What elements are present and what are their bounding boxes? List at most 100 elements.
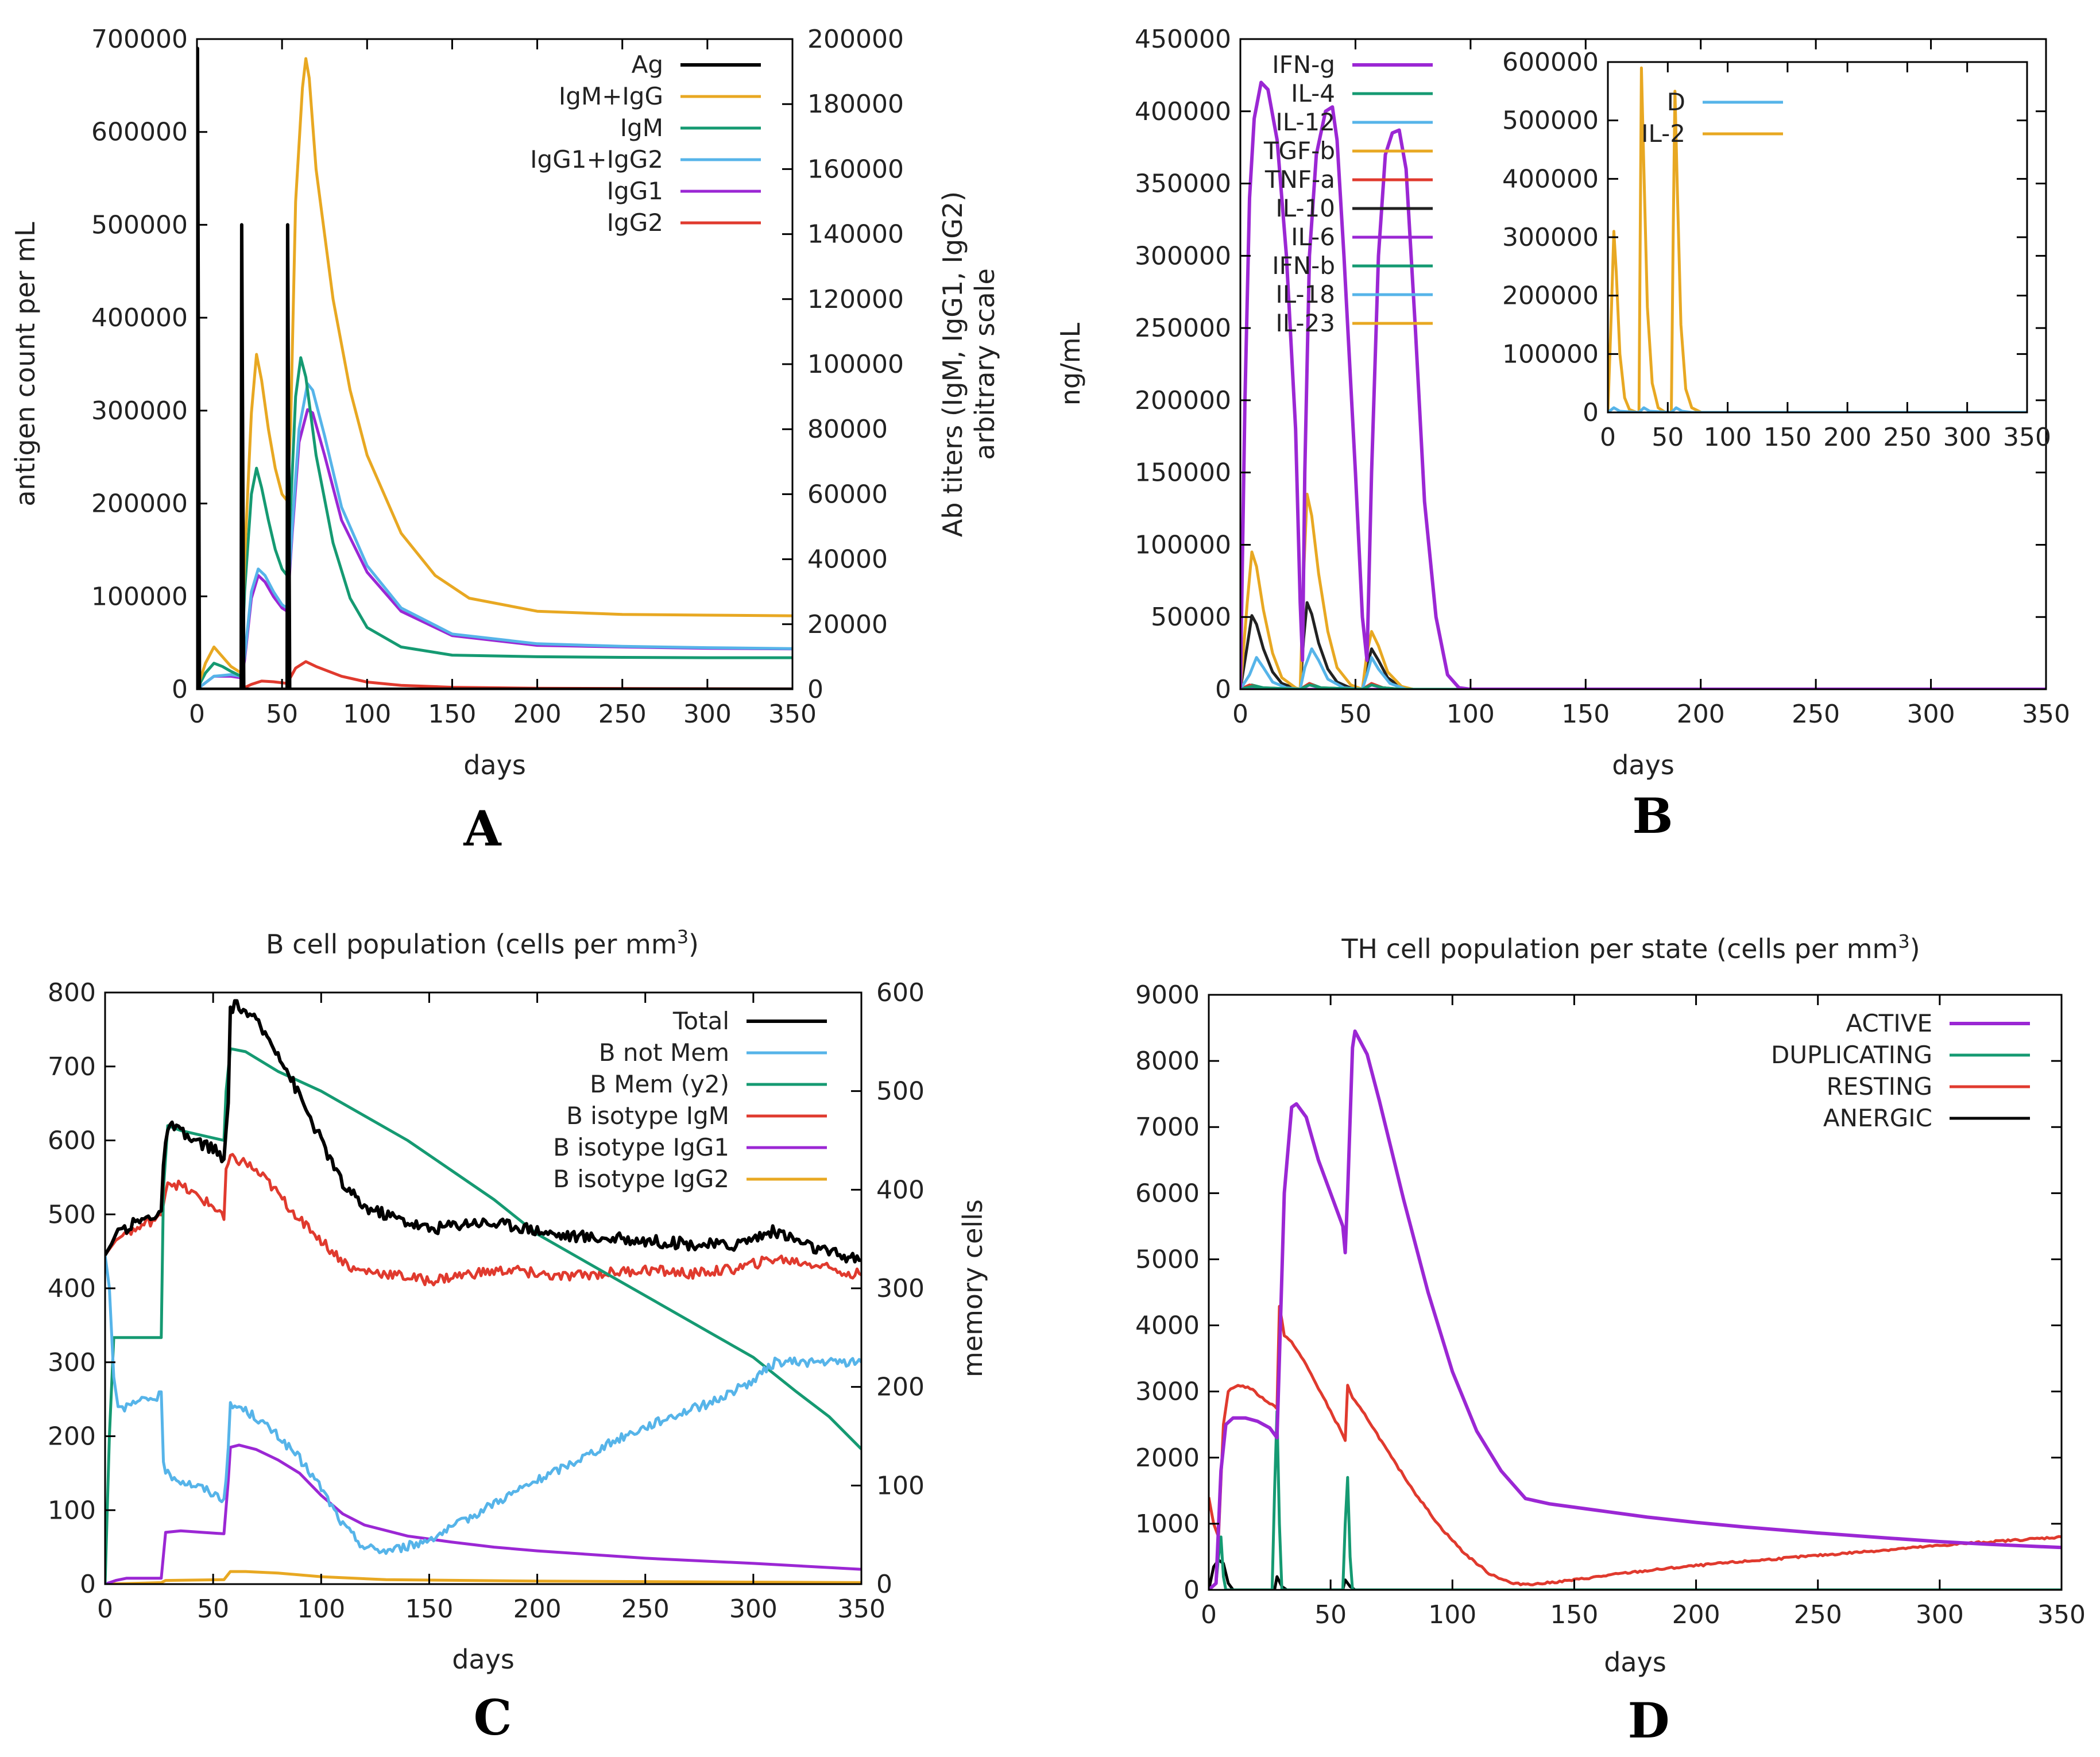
x-tick-label: 250 bbox=[621, 1594, 670, 1624]
legend-label: DUPLICATING bbox=[1771, 1041, 1932, 1069]
y-tick-label: 500 bbox=[48, 1200, 96, 1229]
y2-tick-label: 180000 bbox=[807, 90, 904, 119]
legend-label: Ag bbox=[632, 51, 663, 79]
x-tick-label: 50 bbox=[1339, 700, 1371, 729]
series-line-b-not-mem bbox=[105, 1254, 861, 1555]
series-line-igg2 bbox=[197, 660, 792, 689]
y-tick-label: 500000 bbox=[91, 210, 188, 240]
y-tick-label: 200000 bbox=[91, 489, 188, 519]
y-tick-label: 800 bbox=[48, 978, 96, 1007]
y2-tick-label: 140000 bbox=[807, 220, 904, 249]
y-tick-label: 600000 bbox=[91, 118, 188, 147]
y-tick-label: 3000 bbox=[1135, 1377, 1200, 1407]
x-tick-label: 100 bbox=[1428, 1600, 1476, 1629]
plot-frame bbox=[1208, 994, 2063, 1591]
series-line-ag bbox=[197, 47, 792, 689]
y2-axis-label: memory cells bbox=[957, 1199, 988, 1377]
panel-letter: B bbox=[1633, 787, 1673, 844]
legend-label: IL-23 bbox=[1275, 309, 1335, 337]
series-line-b-isotype-igg1 bbox=[105, 1443, 861, 1584]
y2-tick-label: 200 bbox=[876, 1373, 925, 1402]
x-tick-label: 150 bbox=[1763, 423, 1812, 452]
legend-label: IgG2 bbox=[607, 208, 663, 237]
y-tick-label: 400000 bbox=[1135, 97, 1231, 126]
x-tick-label: 100 bbox=[1704, 423, 1752, 452]
x-tick-label: 200 bbox=[513, 1594, 562, 1624]
legend-label: IFN-g bbox=[1272, 51, 1335, 79]
y2-tick-label: 100 bbox=[876, 1471, 925, 1500]
y-tick-label: 0 bbox=[1215, 675, 1231, 704]
chart-title: TH cell population per state (cells per … bbox=[1341, 930, 1920, 964]
panel-d: 0 50 100 150 200 250 300 350 0 1000 2000 3000 4000 50… bbox=[1135, 930, 2086, 1749]
y2-tick-label: 0 bbox=[807, 675, 823, 704]
panel-b: 0 50 100 150 200 250 300 350 0 50000 100000 150000 2… bbox=[1055, 25, 2070, 844]
y2-tick-label: 100000 bbox=[807, 350, 904, 379]
y-tick-label: 200000 bbox=[1135, 386, 1231, 415]
x-tick-label: 300 bbox=[683, 700, 732, 729]
legend-label: IL-18 bbox=[1275, 280, 1335, 308]
x-tick-label: 250 bbox=[598, 700, 647, 729]
x-tick-label: 50 bbox=[266, 700, 298, 729]
x-tick-label: 150 bbox=[405, 1594, 453, 1624]
series-group bbox=[1209, 1029, 2062, 1590]
panel-letter: C bbox=[474, 1689, 512, 1746]
legend-label: TGF-b bbox=[1263, 137, 1335, 165]
series-line-il-4 bbox=[1240, 684, 2046, 689]
y-tick-label: 100000 bbox=[1502, 339, 1599, 369]
y2-axis-label: arbitrary scale bbox=[969, 268, 1000, 460]
x-tick-label: 200 bbox=[1823, 423, 1871, 452]
x-tick-label: 100 bbox=[343, 700, 391, 729]
y-tick-label: 600 bbox=[48, 1126, 96, 1156]
inset-chart: 0 50 100 150 200 250 300 350 0 100000 200000 300000… bbox=[1502, 48, 2051, 464]
x-tick-label: 200 bbox=[1672, 1600, 1720, 1629]
series-line-anergic bbox=[1209, 1558, 2062, 1590]
y-tick-label: 400000 bbox=[91, 303, 188, 333]
legend-label: IgM bbox=[620, 114, 663, 142]
legend-label: B isotype IgG1 bbox=[553, 1133, 729, 1161]
series-line-b-mem-y2- bbox=[105, 1047, 861, 1584]
x-tick-label: 350 bbox=[2037, 1600, 2086, 1629]
series-group bbox=[197, 47, 792, 689]
x-tick-label: 50 bbox=[1652, 423, 1684, 452]
y2-tick-label: 200000 bbox=[807, 25, 904, 54]
y-tick-label: 150000 bbox=[1135, 458, 1231, 488]
legend-label: ANERGIC bbox=[1823, 1104, 1932, 1132]
y2-tick-label: 400 bbox=[876, 1175, 925, 1204]
legend-label: Total bbox=[672, 1007, 729, 1035]
y2-tick-label: 300 bbox=[876, 1274, 925, 1303]
legend-label: B Mem (y2) bbox=[590, 1070, 729, 1098]
x-tick-label: 150 bbox=[1561, 700, 1610, 729]
series-line-duplicating bbox=[1209, 1410, 2062, 1590]
plot-frame bbox=[1239, 38, 2047, 690]
legend-label: IgG1+IgG2 bbox=[530, 145, 663, 173]
y2-tick-label: 0 bbox=[876, 1570, 892, 1599]
x-tick-label: 0 bbox=[1232, 700, 1248, 729]
y-tick-label: 1000 bbox=[1135, 1509, 1200, 1539]
y-tick-label: 300 bbox=[48, 1348, 96, 1377]
y2-tick-label: 40000 bbox=[807, 545, 888, 574]
panel-c: 0 50 100 150 200 250 300 3500100200300400500600… bbox=[48, 926, 988, 1746]
y-tick-label: 200 bbox=[48, 1422, 96, 1451]
legend-label: IL-12 bbox=[1275, 108, 1335, 136]
series-line-il-2 bbox=[1608, 66, 2027, 412]
y-tick-label: 100000 bbox=[1135, 530, 1231, 559]
x-axis-label: days bbox=[463, 750, 526, 781]
y-tick-label: 350000 bbox=[1135, 169, 1231, 199]
x-tick-label: 350 bbox=[768, 700, 817, 729]
y-tick-label: 0 bbox=[80, 1570, 96, 1599]
panel-letter: A bbox=[463, 800, 502, 857]
y-tick-label: 700 bbox=[48, 1052, 96, 1082]
series-line-active bbox=[1209, 1029, 2062, 1590]
legend-label: TNF-a bbox=[1264, 165, 1335, 194]
x-tick-label: 250 bbox=[1794, 1600, 1842, 1629]
x-tick-label: 350 bbox=[2022, 700, 2070, 729]
series-line-resting bbox=[1209, 1304, 2062, 1586]
legend-label: B isotype IgG2 bbox=[553, 1165, 729, 1193]
y2-tick-label: 160000 bbox=[807, 155, 904, 184]
x-tick-label: 150 bbox=[428, 700, 476, 729]
y-tick-label: 100 bbox=[48, 1496, 96, 1525]
y-tick-label: 2000 bbox=[1135, 1443, 1200, 1473]
y-tick-label: 200000 bbox=[1502, 281, 1599, 311]
y-tick-label: 300000 bbox=[1135, 241, 1231, 271]
